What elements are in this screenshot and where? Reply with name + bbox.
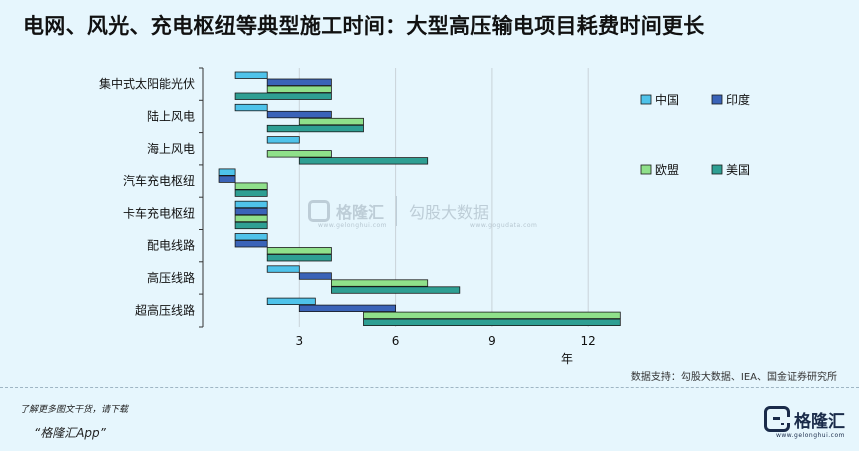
bar-欧盟	[298, 117, 364, 126]
y-tick-label: 海上风电	[147, 141, 195, 156]
bar-欧盟	[363, 311, 621, 320]
bar-中国	[234, 103, 268, 112]
bar-印度	[266, 78, 332, 86]
bar-美国	[266, 254, 332, 262]
bar-美国	[298, 157, 429, 165]
y-tick-label: 集中式太阳能光伏	[99, 76, 195, 91]
y-tick-label: 高压线路	[147, 270, 195, 285]
legend-label: 中国	[655, 92, 679, 107]
bar-印度	[298, 272, 332, 280]
brand-logo: 格隆汇	[764, 404, 845, 434]
bar-美国	[330, 286, 461, 294]
watermark-url2: www.gogudata.com	[470, 222, 538, 229]
x-axis-label: 年	[561, 352, 573, 366]
watermark: 格隆汇 勾股大数据	[308, 196, 489, 226]
brand-logo-url: www.gelonghui.com	[775, 432, 845, 439]
bar-中国	[266, 297, 316, 306]
legend-label: 印度	[726, 92, 750, 107]
bar-印度	[266, 110, 332, 119]
bar-美国	[363, 318, 621, 327]
legend-label: 美国	[726, 163, 750, 177]
bar-欧盟	[330, 279, 429, 287]
bar-欧盟	[234, 214, 268, 223]
watermark-logo-icon	[308, 200, 330, 222]
bar-中国	[234, 233, 268, 241]
bar-欧盟	[266, 150, 332, 158]
bar-印度	[218, 175, 236, 183]
source-note: 数据支持：勾股大数据、IEA、国金证券研究所	[630, 372, 837, 383]
y-tick-label: 陆上风电	[147, 108, 195, 123]
watermark-brand1: 格隆汇	[336, 203, 385, 222]
y-tick-label: 汽车充电枢纽	[123, 173, 195, 188]
y-tick-label: 超高压线路	[135, 302, 195, 317]
bar-美国	[234, 189, 268, 197]
brand-logo-icon	[764, 406, 790, 432]
bar-中国	[234, 71, 268, 79]
bar-中国	[234, 200, 268, 209]
x-tick-label: 3	[295, 334, 303, 348]
legend-swatch	[640, 94, 652, 105]
bar-美国	[234, 221, 268, 230]
footer-app-name: “格隆汇App”	[34, 426, 106, 440]
x-tick-label: 9	[488, 334, 496, 348]
bar-美国	[266, 124, 364, 133]
chart-title: 电网、风光、充电枢纽等典型施工时间：大型高压输电项目耗费时间更长	[23, 14, 705, 38]
x-tick-label: 6	[392, 334, 400, 348]
watermark-separator	[396, 196, 398, 226]
brand-logo-text: 格隆汇	[794, 411, 845, 432]
footer-divider	[0, 387, 859, 388]
legend-swatch	[711, 164, 723, 175]
footer-promo-text: 了解更多图文干货，请下载	[20, 405, 129, 415]
y-tick-label: 卡车充电枢纽	[123, 205, 195, 220]
bar-美国	[234, 92, 332, 100]
x-tick-label: 12	[581, 334, 596, 348]
legend-label: 欧盟	[655, 163, 679, 177]
watermark-brand2: 勾股大数据	[409, 203, 490, 222]
legend-swatch	[640, 164, 652, 175]
bar-印度	[234, 240, 268, 248]
bar-欧盟	[234, 182, 268, 190]
watermark-url1: www.gelonghui.com	[318, 222, 388, 229]
bar-中国	[266, 136, 300, 144]
bar-欧盟	[266, 85, 332, 93]
bar-印度	[234, 207, 268, 216]
bar-中国	[266, 265, 300, 273]
y-tick-label: 配电线路	[147, 238, 195, 253]
legend-swatch	[711, 94, 723, 105]
bar-欧盟	[266, 247, 332, 255]
bar-印度	[298, 304, 396, 313]
bar-中国	[218, 168, 236, 176]
